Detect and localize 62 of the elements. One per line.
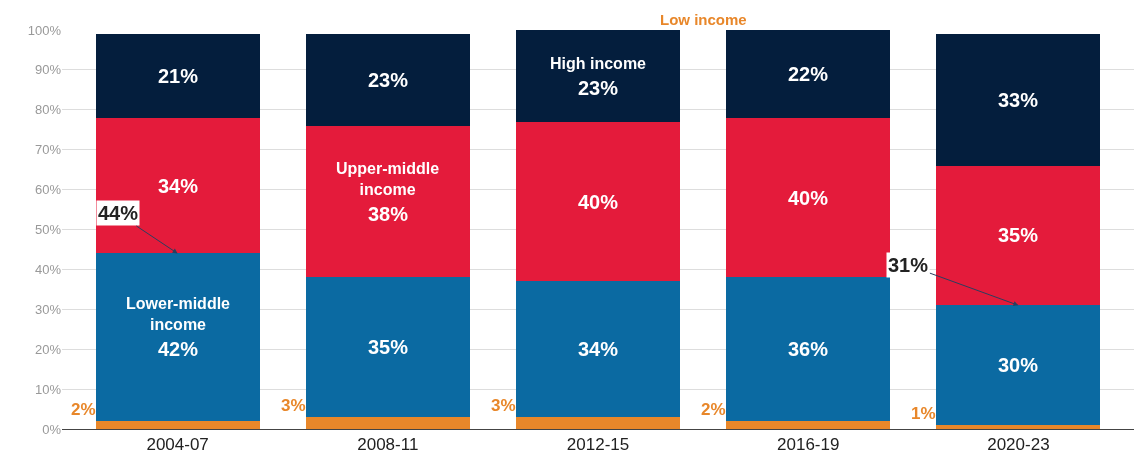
y-tick-label: 100% [27,22,62,38]
data-label: 23% [368,69,409,91]
y-tick-label: 10% [34,381,62,397]
y-tick-label: 40% [34,261,62,277]
bar [306,417,470,429]
data-label: 42% [158,338,199,360]
bar [306,126,470,277]
data-label: 34% [578,338,619,360]
data-label: 23% [578,77,619,99]
data-label: 35% [368,336,409,358]
series-label: Lower-middle income [126,295,231,333]
x-tick-label: 2004-07 [146,435,209,455]
bar [516,417,680,429]
data-label: 3% [281,396,306,415]
bar [516,30,680,122]
y-tick-label: 0% [42,421,62,437]
x-tick-label: 2012-15 [566,435,630,455]
bar [96,118,260,253]
bar [306,277,470,417]
bar [726,277,890,421]
y-tick-label: 20% [34,341,62,357]
bar [726,421,890,429]
data-label: 2% [71,400,96,419]
text: Low income [660,11,747,28]
bar [306,34,470,126]
data-label: 40% [578,191,619,213]
series-label: High income [550,55,647,72]
bar [936,34,1100,166]
bar [96,253,260,421]
series-label: Upper-middle income [336,160,440,198]
data-label: 33% [998,89,1039,111]
x-tick-label: 2016-19 [777,435,840,455]
data-label: 36% [788,338,829,360]
data-label: 1% [911,404,936,423]
bar [936,305,1100,425]
y-tick-label: 70% [34,142,62,158]
bar [726,30,890,118]
data-label: 40% [788,187,829,209]
bar [96,34,260,118]
y-tick-label: 90% [34,62,62,78]
bar [936,425,1100,429]
annotation: 44% [98,202,139,224]
data-label: 34% [158,175,199,197]
y-tick-label: 50% [34,222,62,238]
bar [516,281,680,417]
y-tick-label: 60% [34,182,62,198]
x-tick-label: 2020-23 [987,435,1050,455]
bar [726,118,890,277]
y-tick-label: 30% [34,301,62,317]
bar [936,166,1100,305]
y-tick-label: 80% [34,102,62,118]
bar [96,421,260,429]
annotation: 31% [888,254,929,276]
data-label: 21% [158,65,199,87]
data-label: 35% [998,224,1039,246]
data-label: 38% [368,203,409,225]
x-tick-label: 2008-11 [357,435,419,455]
data-label: 22% [788,63,829,85]
data-label: 3% [491,396,516,415]
data-label: 2% [701,400,726,419]
data-label: 30% [998,354,1039,376]
bar [516,122,680,281]
